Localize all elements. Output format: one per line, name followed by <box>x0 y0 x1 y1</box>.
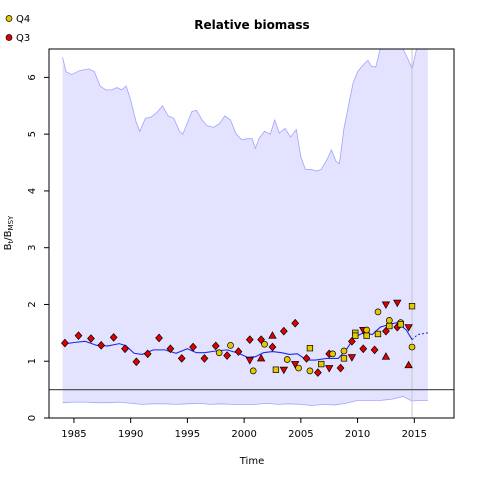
q3-point-diamond <box>359 344 368 354</box>
y-axis-title: Bt/BMSY <box>3 215 15 250</box>
q3-point-diamond <box>121 344 129 354</box>
y-axis-title-slash-b: /B <box>3 230 14 240</box>
q3-point-diamond <box>61 338 69 348</box>
q4-point-circle <box>249 367 257 375</box>
q3-point-diamond <box>279 326 288 336</box>
q4-point-square <box>408 303 416 310</box>
q3-point-triangle-up <box>268 331 277 339</box>
q3-point-diamond <box>245 335 254 344</box>
x-axis: 1985 1990 1995 2000 2005 2010 2015 <box>61 418 427 440</box>
q3-point-diamond <box>87 334 95 343</box>
q4-point-square <box>318 360 325 368</box>
x-tick-label: 2000 <box>231 429 256 440</box>
q3-point-triangle-up <box>381 352 391 360</box>
plot-frame <box>48 48 455 419</box>
q3-point-diamond <box>370 345 379 355</box>
q4-point-square <box>363 332 370 339</box>
q4-point-circle <box>295 364 302 372</box>
q3-point-triangle-down <box>347 354 357 362</box>
q3-point-triangle-up <box>404 360 413 369</box>
uncertainty-band <box>62 49 428 406</box>
band-lower-edge <box>62 396 428 406</box>
y-axis-title-sub-msy: MSY <box>7 215 15 230</box>
y-tick-label: 2 <box>27 301 38 307</box>
q3-point-diamond <box>336 363 345 373</box>
q3-point-diamond <box>302 354 311 363</box>
q4-point-circle <box>408 343 416 351</box>
q3-point-diamond <box>97 341 106 350</box>
q4-point-circle <box>329 350 336 358</box>
q3-point-triangle-down <box>325 365 334 373</box>
q4-point-square <box>374 330 382 338</box>
q4-point-circle <box>374 308 382 316</box>
q3-point-diamond <box>348 337 356 346</box>
q3-point-diamond <box>268 342 277 352</box>
y-axis-title-sub-t: t <box>7 240 15 243</box>
legend-label-q4: Q4 <box>16 14 30 25</box>
q3-point-diamond <box>291 318 300 328</box>
x-tick-label: 2015 <box>402 429 427 440</box>
q3-point-triangle-down <box>290 361 300 369</box>
q4-point-square <box>340 355 348 362</box>
q3-point-diamond <box>234 347 243 356</box>
q3-point-diamond <box>177 354 186 363</box>
y-tick-label: 6 <box>27 74 38 80</box>
q3-point-diamond <box>143 349 152 359</box>
x-tick-label: 1995 <box>175 429 200 440</box>
q4-point-circle <box>227 341 234 349</box>
legend-marker-q3 <box>5 34 13 41</box>
q4-point-square <box>397 321 404 328</box>
q4-point-circle <box>261 340 268 348</box>
y-tick-label: 0 <box>27 415 38 421</box>
x-tick-label: 2005 <box>288 429 313 440</box>
q3-point-diamond <box>155 333 163 343</box>
x-tick-label: 1985 <box>61 429 86 440</box>
q3-point-diamond <box>109 333 118 342</box>
q3-point-diamond <box>132 357 141 367</box>
q4-point-square <box>386 322 393 330</box>
q3-point-diamond <box>223 351 231 360</box>
q3-point-diamond <box>382 326 390 336</box>
q4-point-square <box>306 345 314 352</box>
q3-point-diamond <box>74 331 83 341</box>
q4-point-circle <box>363 326 370 334</box>
q3-point-diamond <box>189 342 197 352</box>
x-tick-label: 2010 <box>345 429 370 440</box>
legend: Q4 Q3 <box>5 14 30 44</box>
legend-label-q3: Q3 <box>16 33 30 44</box>
q3-point-diamond <box>200 354 209 363</box>
q4-point-circle <box>340 347 348 355</box>
legend-marker-q4 <box>5 15 13 22</box>
chart-title: Relative biomass <box>194 18 309 32</box>
band-upper-edge <box>62 49 428 172</box>
q4-point-circle <box>385 317 393 324</box>
y-tick-label: 1 <box>27 358 38 364</box>
median-biomass-line <box>62 322 413 361</box>
q3-point-diamond <box>166 344 175 354</box>
x-tick-label: 1990 <box>118 429 143 440</box>
q3-point-diamond <box>211 341 220 351</box>
q4-point-square <box>272 366 280 373</box>
y-tick-label: 3 <box>27 245 38 251</box>
y-tick-label: 4 <box>27 188 38 194</box>
y-axis-title-b: B <box>3 243 14 250</box>
q3-point-triangle-down <box>279 366 289 375</box>
y-tick-label: 5 <box>27 131 38 137</box>
q4-point-circle <box>283 356 291 363</box>
q3-point-triangle-down <box>393 299 402 308</box>
q3-point-triangle-up <box>256 353 266 362</box>
q3-point-triangle-down <box>381 301 391 309</box>
q3-point-diamond <box>313 368 322 377</box>
q4-point-circle <box>215 349 223 357</box>
q3-point-triangle-down <box>245 357 254 365</box>
y-axis: 0 1 2 3 4 5 6 <box>27 74 49 421</box>
x-axis-title: Time <box>239 456 264 467</box>
q4-point-circle <box>306 367 314 375</box>
q4-point-square <box>352 332 359 339</box>
q3-point-triangle-down <box>404 324 413 332</box>
